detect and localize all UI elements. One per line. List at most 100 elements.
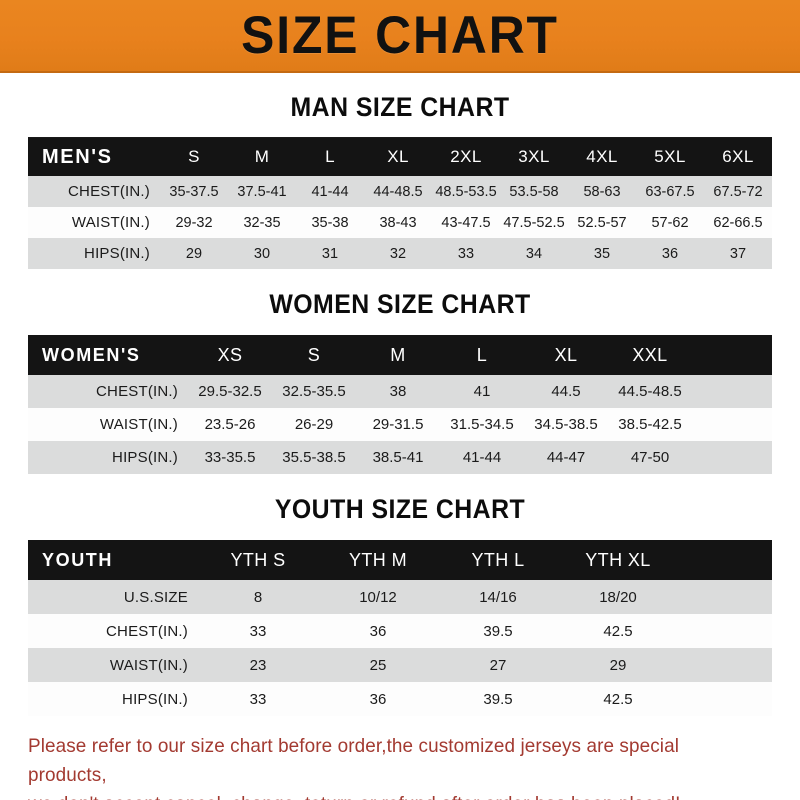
table-row: HIPS(IN.) 33 36 39.5 42.5 [28, 682, 772, 716]
cell-women-chest-2: 38 [356, 375, 440, 408]
cell-men-hips-1: 30 [228, 238, 296, 269]
cell-women-waist-0: 23.5-26 [188, 408, 272, 441]
cell-men-chest-1: 37.5-41 [228, 176, 296, 207]
cell-men-chest-6: 58-63 [568, 176, 636, 207]
column-header-youth-0: YTH S [198, 540, 318, 580]
cell-men-chest-2: 41-44 [296, 176, 364, 207]
cell-women-chest-0: 29.5-32.5 [188, 375, 272, 408]
section-title-youth: YOUTH SIZE CHART [274, 494, 526, 524]
cell-women-hips-0: 33-35.5 [188, 441, 272, 474]
cell-youth-chest-pad [678, 614, 772, 648]
row-label-youth-ussize: U.S.SIZE [28, 580, 198, 614]
cell-women-waist-2: 29-31.5 [356, 408, 440, 441]
cell-women-hips-pad [692, 441, 772, 474]
cell-youth-ussize-3: 18/20 [558, 580, 678, 614]
cell-women-waist-4: 34.5-38.5 [524, 408, 608, 441]
cell-women-waist-1: 26-29 [272, 408, 356, 441]
cell-men-hips-2: 31 [296, 238, 364, 269]
cell-women-chest-pad [692, 375, 772, 408]
notice-line-1: Please refer to our size chart before or… [28, 735, 679, 786]
column-header-men-4: 2XL [432, 138, 500, 176]
column-header-women-4: XL [524, 335, 608, 375]
cell-youth-waist-3: 29 [558, 648, 678, 682]
table-row: HIPS(IN.) 33-35.5 35.5-38.5 38.5-41 41-4… [28, 441, 772, 474]
cell-women-hips-5: 47-50 [608, 441, 692, 474]
cell-youth-hips-pad [678, 682, 772, 716]
table-row: HIPS(IN.) 29 30 31 32 33 34 35 36 37 [28, 238, 772, 269]
table-row: WAIST(IN.) 23 25 27 29 [28, 648, 772, 682]
cell-youth-waist-0: 23 [198, 648, 318, 682]
cell-men-chest-0: 35-37.5 [160, 176, 228, 207]
cell-men-waist-8: 62-66.5 [704, 207, 772, 238]
cell-men-waist-7: 57-62 [636, 207, 704, 238]
cell-youth-ussize-pad [678, 580, 772, 614]
row-label-youth-waist: WAIST(IN.) [28, 648, 198, 682]
section-title-women: WOMEN SIZE CHART [269, 289, 531, 319]
row-label-women-waist: WAIST(IN.) [28, 408, 188, 441]
table-youth: YOUTH YTH S YTH M YTH L YTH XL U.S.SIZE … [28, 540, 772, 716]
cell-women-hips-4: 44-47 [524, 441, 608, 474]
column-header-women-3: L [440, 335, 524, 375]
cell-men-waist-3: 38-43 [364, 207, 432, 238]
cell-youth-ussize-1: 10/12 [318, 580, 438, 614]
return-policy-notice: Please refer to our size chart before or… [28, 732, 750, 800]
cell-women-hips-3: 41-44 [440, 441, 524, 474]
column-header-youth-3: YTH XL [558, 540, 678, 580]
cell-men-waist-4: 43-47.5 [432, 207, 500, 238]
cell-youth-hips-2: 39.5 [438, 682, 558, 716]
row-label-women-chest: CHEST(IN.) [28, 375, 188, 408]
cell-men-hips-7: 36 [636, 238, 704, 269]
cell-men-waist-6: 52.5-57 [568, 207, 636, 238]
cell-youth-waist-pad [678, 648, 772, 682]
section-men: MAN SIZE CHART MEN'S S M L XL 2XL 3XL 4X… [0, 73, 800, 269]
table-header-row-men: MEN'S S M L XL 2XL 3XL 4XL 5XL 6XL [28, 138, 772, 176]
section-youth: YOUTH SIZE CHART YOUTH YTH S YTH M YTH L… [0, 474, 800, 716]
cell-women-chest-5: 44.5-48.5 [608, 375, 692, 408]
cell-men-chest-8: 67.5-72 [704, 176, 772, 207]
cell-women-waist-3: 31.5-34.5 [440, 408, 524, 441]
notice-line-2: we don't accept cancel, change, teturn o… [28, 790, 750, 800]
page-banner: SIZE CHART [0, 0, 800, 73]
table-header-pad-women [692, 335, 772, 375]
table-header-pad-youth [678, 540, 772, 580]
divider-men [28, 137, 772, 138]
row-label-youth-hips: HIPS(IN.) [28, 682, 198, 716]
cell-women-chest-3: 41 [440, 375, 524, 408]
cell-youth-chest-3: 42.5 [558, 614, 678, 648]
cell-youth-hips-3: 42.5 [558, 682, 678, 716]
cell-youth-hips-0: 33 [198, 682, 318, 716]
row-label-men-hips: HIPS(IN.) [28, 238, 160, 269]
cell-women-chest-4: 44.5 [524, 375, 608, 408]
table-header-row-women: WOMEN'S XS S M L XL XXL [28, 335, 772, 375]
table-header-label-youth: YOUTH [28, 540, 198, 580]
cell-men-chest-3: 44-48.5 [364, 176, 432, 207]
page-title: SIZE CHART [241, 6, 559, 65]
column-header-men-0: S [160, 138, 228, 176]
cell-women-hips-2: 38.5-41 [356, 441, 440, 474]
cell-youth-waist-2: 27 [438, 648, 558, 682]
table-row: WAIST(IN.) 23.5-26 26-29 29-31.5 31.5-34… [28, 408, 772, 441]
cell-men-chest-5: 53.5-58 [500, 176, 568, 207]
column-header-men-2: L [296, 138, 364, 176]
section-title-men: MAN SIZE CHART [290, 92, 510, 122]
cell-men-waist-1: 32-35 [228, 207, 296, 238]
section-women: WOMEN SIZE CHART WOMEN'S XS S M L XL XXL [0, 269, 800, 474]
cell-men-chest-4: 48.5-53.5 [432, 176, 500, 207]
row-label-women-hips: HIPS(IN.) [28, 441, 188, 474]
cell-men-hips-5: 34 [500, 238, 568, 269]
column-header-men-3: XL [364, 138, 432, 176]
table-header-row-youth: YOUTH YTH S YTH M YTH L YTH XL [28, 540, 772, 580]
column-header-men-6: 4XL [568, 138, 636, 176]
cell-men-waist-0: 29-32 [160, 207, 228, 238]
cell-women-chest-1: 32.5-35.5 [272, 375, 356, 408]
row-label-men-waist: WAIST(IN.) [28, 207, 160, 238]
cell-men-hips-8: 37 [704, 238, 772, 269]
table-row: CHEST(IN.) 33 36 39.5 42.5 [28, 614, 772, 648]
column-header-women-0: XS [188, 335, 272, 375]
table-header-label-women: WOMEN'S [28, 335, 188, 375]
cell-men-waist-5: 47.5-52.5 [500, 207, 568, 238]
table-header-label-men: MEN'S [28, 138, 160, 176]
cell-youth-ussize-0: 8 [198, 580, 318, 614]
column-header-women-2: M [356, 335, 440, 375]
